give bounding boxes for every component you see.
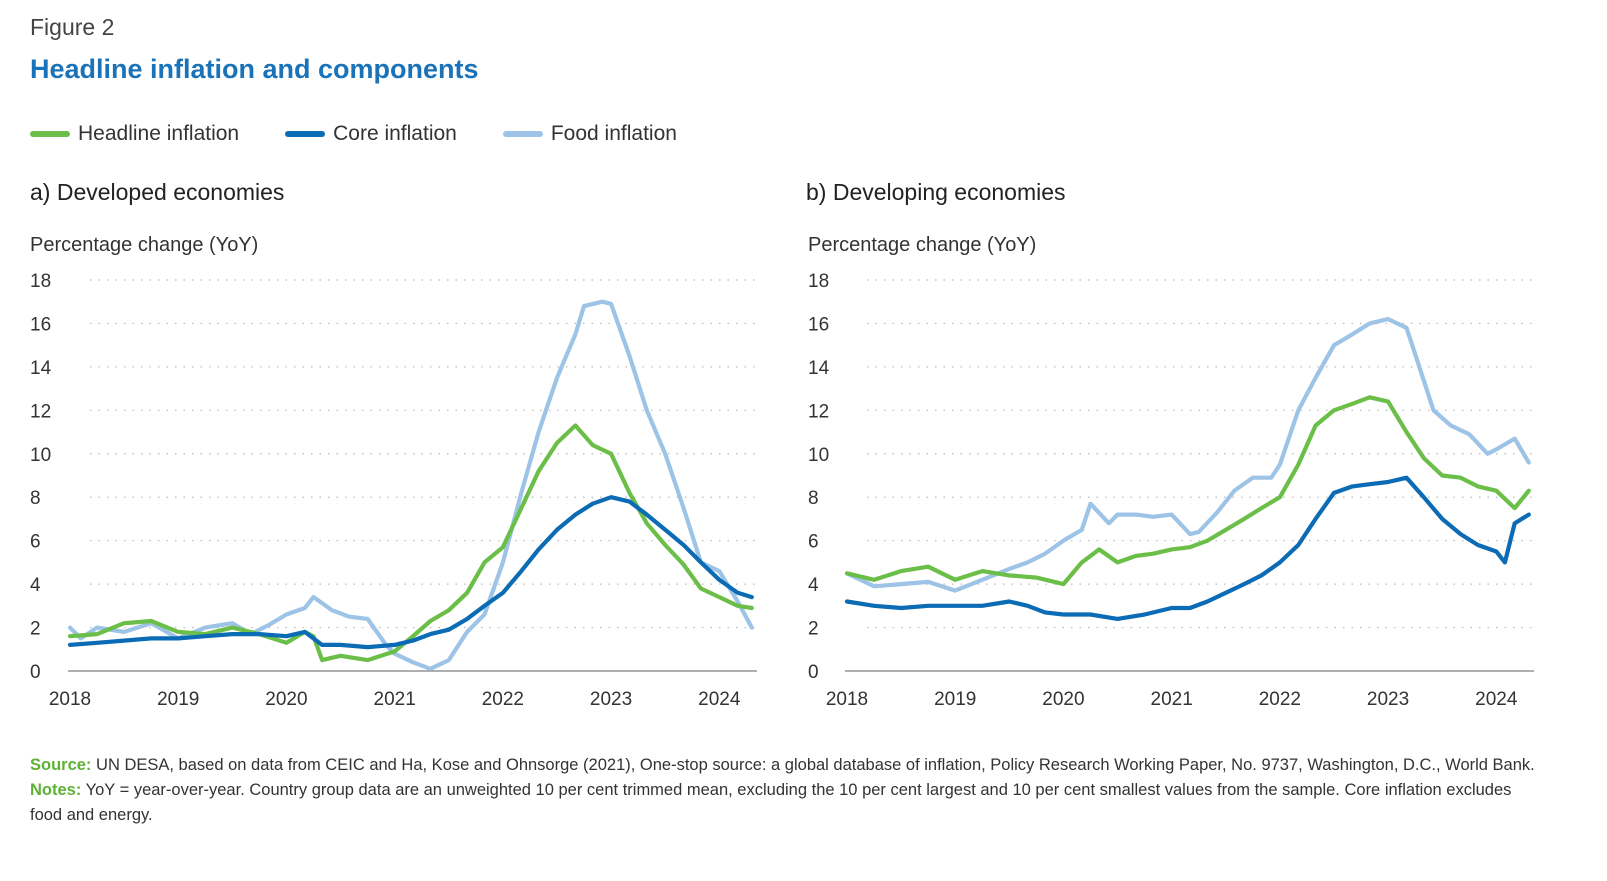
panel-a-x-tick-label: 2019	[157, 689, 199, 710]
panel-b-series-food-inflation	[844, 316, 1531, 593]
panel-b-chart: 0 2 4 6 8 10 12 14 16 18 2018 2019 2020 2021 2022 2023 2…	[808, 271, 1534, 710]
panel-b-title: b) Developing economies	[806, 179, 1066, 205]
panel-b-y-tick-label: 6	[808, 532, 819, 553]
panel-a-x-tick-label: 2024	[698, 689, 741, 710]
panel-a-y-tick-label: 12	[30, 401, 51, 422]
panel-a-x-tick-label: 2020	[265, 689, 307, 710]
legend-label-headline: Headline inflation	[78, 122, 240, 145]
panel-a-y-tick-label: 4	[30, 575, 41, 596]
panel-b-x-tick-label: 2022	[1259, 689, 1301, 710]
panel-a-y-tick-label: 6	[30, 532, 41, 553]
panel-b-y-tick-label: 12	[808, 401, 829, 422]
panel-a-y-tick-label: 18	[30, 271, 51, 292]
panel-b-y-tick-label: 10	[808, 445, 829, 466]
panel-b-y-tick-label: 16	[808, 314, 829, 335]
panel-a-y-tick-label: 10	[30, 445, 51, 466]
panel-a-y-tick-label: 0	[30, 662, 41, 683]
panel-b-x-tick-label: 2020	[1042, 689, 1084, 710]
panel-a-y-axis-label: Percentage change (YoY)	[30, 234, 259, 256]
panel-a-y-tick-label: 14	[30, 358, 52, 379]
source-text: UN DESA, based on data from CEIC and Ha,…	[96, 756, 1535, 774]
legend-swatch-core	[285, 131, 326, 137]
panel-b-y-tick-label: 8	[808, 488, 819, 509]
panel-b-x-tick-label: 2018	[826, 689, 868, 710]
panel-b-series-core-inflation	[844, 475, 1531, 621]
panel-b-x-tick-label: 2021	[1151, 689, 1193, 710]
source-label: Source:	[30, 756, 92, 774]
figure-label: Figure 2	[30, 14, 115, 40]
legend-label-food: Food inflation	[550, 122, 677, 145]
legend-swatch-food	[502, 131, 543, 137]
legend-item-core: Core inflation	[285, 122, 457, 146]
figure-title: Headline inflation and components	[30, 54, 479, 84]
legend-item-headline: Headline inflation	[30, 122, 239, 146]
source-note: Source: UN DESA, based on data from CEIC…	[30, 753, 1545, 778]
panel-b-y-axis-label: Percentage change (YoY)	[808, 234, 1037, 256]
panel-b-x-tick-label: 2023	[1367, 689, 1409, 710]
panel-a-y-tick-label: 16	[30, 314, 51, 335]
panel-b-x-tick-label: 2024	[1475, 689, 1518, 710]
footnotes: Source: UN DESA, based on data from CEIC…	[30, 753, 1545, 828]
panel-a-y-tick-label: 2	[30, 619, 41, 640]
panel-a-x-tick-label: 2021	[374, 689, 416, 710]
panel-a-series-headline-inflation	[67, 423, 754, 663]
panel-a-series-core-inflation	[67, 495, 754, 650]
legend: Headline inflation Core inflation Food i…	[30, 120, 723, 148]
legend-label-core: Core inflation	[333, 122, 457, 145]
panel-a-chart: 0 2 4 6 8 10 12 14 16 18 2018 2019 2020 2021 2022 2023 2…	[30, 271, 757, 710]
panel-a-series-food-inflation	[67, 299, 754, 671]
notes-text: YoY = year-over-year. Country group data…	[30, 781, 1512, 824]
panel-b-y-tick-label: 0	[808, 662, 819, 683]
panel-a-x-tick-label: 2022	[482, 689, 524, 710]
panel-b-y-tick-label: 18	[808, 271, 829, 292]
legend-swatch-headline	[30, 131, 70, 137]
panel-a-x-tick-label: 2018	[49, 689, 91, 710]
legend-item-food: Food inflation	[502, 122, 677, 146]
panel-a-title: a) Developed economies	[30, 179, 285, 205]
panel-a-y-tick-label: 8	[30, 488, 41, 509]
panel-b-y-tick-label: 4	[808, 575, 819, 596]
notes-label: Notes:	[30, 781, 82, 799]
panel-b-y-tick-label: 14	[808, 358, 830, 379]
panel-b-x-tick-label: 2019	[934, 689, 976, 710]
notes-note: Notes: YoY = year-over-year. Country gro…	[30, 778, 1545, 828]
panel-b-y-tick-label: 2	[808, 619, 819, 640]
panel-a-x-tick-label: 2023	[590, 689, 632, 710]
panel-b-series-headline-inflation	[844, 395, 1531, 587]
